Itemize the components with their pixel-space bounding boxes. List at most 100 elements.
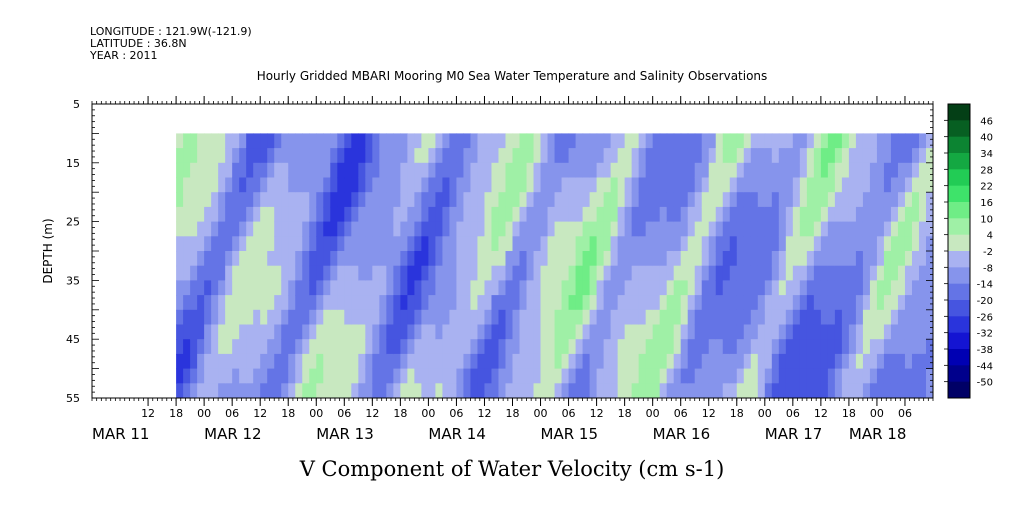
- heatmap-cell: [848, 309, 857, 326]
- heatmap-cell: [673, 280, 682, 296]
- heatmap-cell: [498, 162, 507, 179]
- heatmap-cell: [218, 206, 226, 223]
- heatmap-cell: [701, 324, 710, 340]
- colorbar-label: -20: [977, 296, 993, 307]
- heatmap-cell: [358, 295, 366, 311]
- heatmap-cell: [505, 251, 514, 267]
- heatmap-cell: [869, 177, 878, 193]
- heatmap-cell: [428, 177, 437, 193]
- heatmap-cell: [477, 339, 486, 355]
- x-hour-tick-label: 12: [590, 407, 604, 420]
- heatmap-cell: [911, 368, 920, 384]
- heatmap-cell: [813, 339, 822, 355]
- heatmap-cell: [267, 148, 275, 164]
- heatmap-cell: [463, 177, 472, 193]
- heatmap-cell: [715, 206, 724, 223]
- heatmap-cell: [484, 309, 493, 326]
- heatmap-cell: [477, 280, 486, 296]
- heatmap-cell: [267, 177, 275, 193]
- heatmap-cell: [197, 339, 205, 355]
- heatmap-cell: [295, 236, 303, 252]
- heatmap-cell: [610, 177, 619, 193]
- heatmap-cell: [659, 206, 668, 223]
- heatmap-cell: [239, 251, 247, 267]
- heatmap-cell: [834, 133, 843, 149]
- heatmap-cell: [498, 368, 507, 384]
- heatmap-cell: [309, 280, 317, 296]
- heatmap-cell: [449, 368, 458, 384]
- heatmap-cell: [393, 148, 401, 164]
- heatmap-cell: [274, 280, 282, 296]
- heatmap-cell: [246, 206, 254, 223]
- heatmap-cell: [841, 251, 850, 267]
- heatmap-cell: [561, 309, 570, 326]
- heatmap-cell: [785, 309, 794, 326]
- heatmap-cell: [855, 339, 864, 355]
- heatmap-cell: [442, 236, 451, 252]
- heatmap-cell: [281, 236, 289, 252]
- heatmap-cell: [554, 383, 563, 398]
- heatmap-cell: [554, 148, 563, 164]
- heatmap-cell: [771, 324, 780, 340]
- heatmap-cell: [204, 324, 212, 340]
- heatmap-cell: [491, 206, 500, 223]
- heatmap-cell: [673, 353, 682, 370]
- heatmap-cell: [806, 236, 815, 252]
- heatmap-cell: [848, 368, 857, 384]
- heatmap-cell: [715, 251, 724, 267]
- heatmap-cell: [645, 236, 654, 252]
- heatmap-cell: [603, 353, 612, 370]
- heatmap-cell: [456, 148, 465, 164]
- heatmap-cell: [554, 324, 563, 340]
- heatmap-cell: [400, 280, 408, 296]
- heatmap-cell: [547, 324, 556, 340]
- heatmap-cell: [820, 324, 829, 340]
- heatmap-cell: [701, 383, 710, 398]
- heatmap-cell: [736, 236, 745, 252]
- heatmap-cell: [638, 309, 647, 326]
- heatmap-cell: [673, 133, 682, 149]
- heatmap-cell: [862, 206, 871, 223]
- heatmap-cell: [421, 353, 429, 370]
- heatmap-cell: [421, 280, 429, 296]
- heatmap-cell: [694, 295, 703, 311]
- heatmap-cell: [302, 353, 310, 370]
- heatmap-cell: [218, 251, 226, 267]
- heatmap-cell: [554, 309, 563, 326]
- heatmap-cell: [596, 251, 605, 267]
- heatmap-cell: [659, 353, 668, 370]
- heatmap-cell: [512, 162, 521, 179]
- heatmap-cell: [813, 265, 822, 281]
- heatmap-cell: [526, 383, 535, 398]
- heatmap-cell: [715, 148, 724, 164]
- heatmap-cell: [183, 133, 191, 149]
- heatmap-cell: [323, 368, 331, 384]
- heatmap-cell: [218, 265, 226, 281]
- heatmap-cell: [883, 133, 892, 149]
- heatmap-cell: [890, 221, 899, 237]
- heatmap-cell: [729, 162, 738, 179]
- heatmap-cell: [568, 309, 577, 326]
- heatmap-cell: [526, 295, 535, 311]
- heatmap-cell: [631, 251, 640, 267]
- heatmap-cell: [722, 177, 731, 193]
- heatmap-cell: [925, 383, 933, 398]
- heatmap-cell: [365, 383, 373, 398]
- heatmap-cell: [316, 309, 324, 326]
- heatmap-cell: [701, 206, 710, 223]
- heatmap-cell: [246, 265, 254, 281]
- y-tick-label: 25: [66, 216, 80, 229]
- heatmap-cell: [694, 324, 703, 340]
- heatmap-cell: [232, 133, 240, 149]
- heatmap-cell: [554, 221, 563, 237]
- heatmap-cell: [869, 368, 878, 384]
- heatmap-cell: [400, 133, 408, 149]
- heatmap-cell: [813, 148, 822, 164]
- heatmap-cell: [834, 192, 843, 208]
- heatmap-cell: [281, 383, 289, 398]
- heatmap-cell: [701, 265, 710, 281]
- heatmap-cell: [617, 251, 626, 267]
- heatmap-cell: [526, 177, 535, 193]
- heatmap-cell: [582, 280, 591, 296]
- heatmap-cell: [239, 353, 247, 370]
